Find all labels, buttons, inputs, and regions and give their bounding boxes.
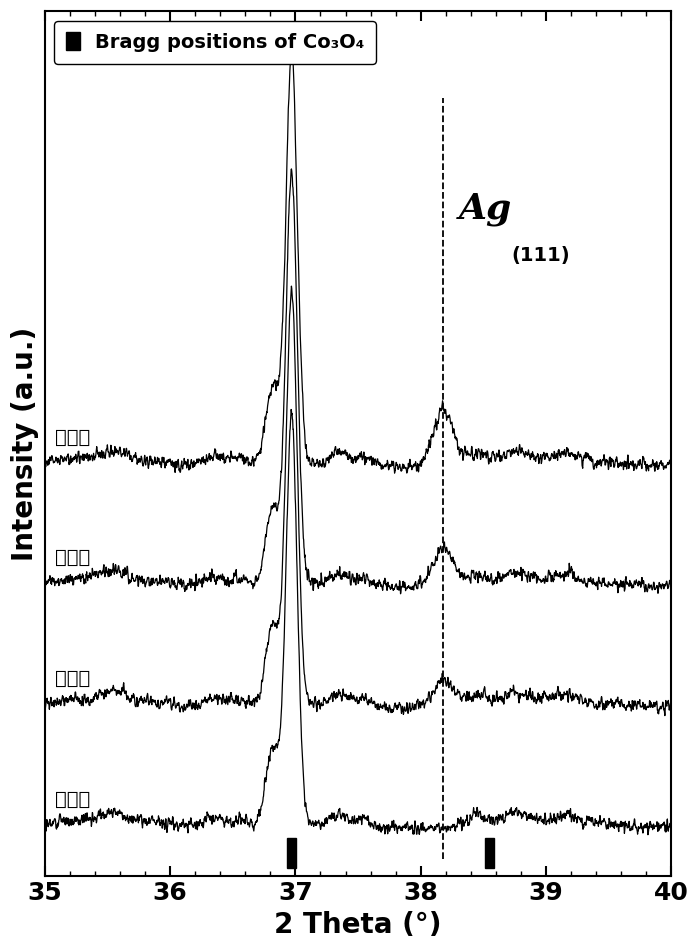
Bar: [485, 838, 494, 868]
Y-axis label: Intensity (a.u.): Intensity (a.u.): [11, 327, 39, 560]
X-axis label: 2 Theta (°): 2 Theta (°): [274, 911, 442, 939]
Bar: [287, 838, 296, 868]
Text: 实例一: 实例一: [55, 428, 90, 446]
Text: (111): (111): [511, 246, 570, 265]
Text: 实例二: 实例二: [55, 548, 90, 567]
Text: 实例三: 实例三: [55, 669, 90, 688]
Legend: Bragg positions of Co₃O₄: Bragg positions of Co₃O₄: [55, 21, 377, 64]
Text: 实例四: 实例四: [55, 789, 90, 808]
Text: Ag: Ag: [458, 193, 512, 226]
